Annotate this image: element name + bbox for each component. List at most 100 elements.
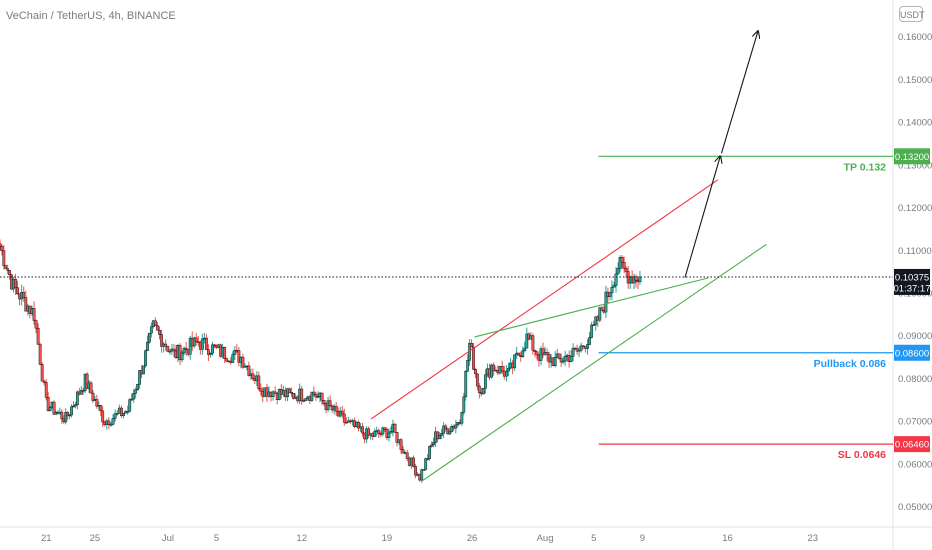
x-tick-label: 19 (382, 533, 393, 544)
candle (588, 337, 591, 345)
candle (277, 389, 281, 400)
current-price-tag (894, 268, 930, 295)
y-tick-label: 0.14000 (898, 118, 932, 129)
projection-arrow (720, 31, 757, 154)
candle (373, 431, 377, 437)
y-tick-label: 0.16000 (898, 32, 932, 43)
candle (292, 393, 296, 399)
candle (454, 424, 458, 429)
current-price-label: 0.10375 (895, 272, 929, 283)
channel-lower-line (474, 277, 709, 338)
candle (598, 307, 602, 321)
candle (334, 405, 338, 412)
candle (559, 358, 563, 363)
candle (72, 405, 75, 408)
candle (484, 374, 487, 389)
candle (38, 344, 42, 365)
candle (357, 421, 360, 429)
candle (142, 365, 145, 375)
candle (79, 390, 83, 395)
candle (44, 382, 48, 398)
candle (126, 411, 130, 413)
candle (200, 338, 204, 350)
candle (259, 388, 263, 392)
candle (535, 351, 539, 356)
symbol-title: VeChain / TetherUS, 4h, BINANCE (6, 10, 176, 22)
candle (476, 373, 479, 387)
candle (618, 257, 622, 269)
candle (620, 257, 624, 263)
candle (109, 424, 113, 426)
candle (130, 398, 134, 401)
candle (85, 373, 89, 389)
candle (490, 364, 493, 378)
sl-price-tag-label: 0.06460 (895, 440, 929, 451)
candle (290, 392, 293, 394)
candle (24, 297, 28, 312)
candle (492, 364, 496, 371)
candle (464, 371, 468, 398)
candle (302, 400, 306, 402)
candle (120, 407, 123, 416)
candle (314, 394, 318, 398)
candle (399, 439, 403, 450)
candle (184, 347, 188, 350)
candle (231, 354, 235, 363)
candle (594, 316, 598, 326)
tp-price-tag (894, 148, 930, 165)
candle (422, 469, 426, 471)
candle (91, 392, 95, 401)
candle (424, 458, 428, 470)
candle (533, 349, 537, 352)
candle (209, 353, 212, 355)
candle (75, 391, 79, 405)
x-tick-label: 26 (467, 533, 478, 544)
candle (247, 365, 251, 376)
candle (138, 370, 142, 385)
candle (505, 370, 508, 377)
candle (561, 360, 565, 363)
candle (288, 388, 291, 393)
candle (81, 390, 85, 392)
candle (446, 428, 450, 435)
candle (300, 388, 304, 401)
candle (438, 435, 442, 440)
candle (361, 426, 364, 434)
candle (614, 273, 618, 286)
candle (312, 391, 316, 395)
candle (304, 398, 308, 401)
candle (389, 431, 393, 434)
candle (393, 423, 397, 433)
candle (32, 308, 36, 321)
candle (164, 343, 168, 347)
candle (158, 330, 161, 335)
y-tick-label: 0.06000 (898, 459, 932, 470)
candle (381, 427, 385, 435)
candle (387, 432, 391, 438)
candle (223, 347, 227, 359)
x-tick-label: 25 (90, 533, 101, 544)
candle (0, 245, 4, 251)
currency-button[interactable]: USDT (899, 6, 925, 22)
candle (136, 384, 140, 391)
candle (426, 458, 430, 460)
candle (477, 385, 481, 394)
x-tick-label: 5 (214, 533, 219, 544)
candle (113, 413, 117, 419)
candle (107, 420, 111, 425)
candle (575, 348, 579, 352)
candle (340, 410, 344, 415)
candle (586, 344, 589, 349)
candle (320, 392, 324, 401)
candle (271, 391, 275, 398)
x-tick-label: Aug (537, 533, 554, 544)
candle (40, 364, 44, 382)
x-tick-label: 12 (296, 533, 307, 544)
candle (146, 341, 149, 351)
candle (2, 250, 6, 266)
candle (225, 358, 229, 362)
candle (64, 412, 68, 423)
candle (383, 427, 387, 430)
